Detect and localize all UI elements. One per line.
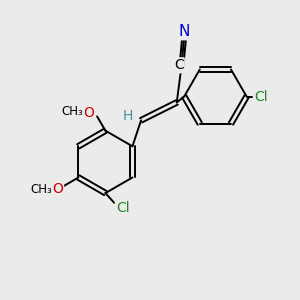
Text: H: H <box>122 109 133 123</box>
Text: CH₃: CH₃ <box>61 105 83 118</box>
Text: O: O <box>83 106 94 120</box>
Text: N: N <box>178 24 190 39</box>
Text: Cl: Cl <box>255 89 268 103</box>
Text: CH₃: CH₃ <box>30 183 52 196</box>
Text: O: O <box>52 182 63 197</box>
Text: C: C <box>174 58 184 72</box>
Text: Cl: Cl <box>116 201 130 215</box>
